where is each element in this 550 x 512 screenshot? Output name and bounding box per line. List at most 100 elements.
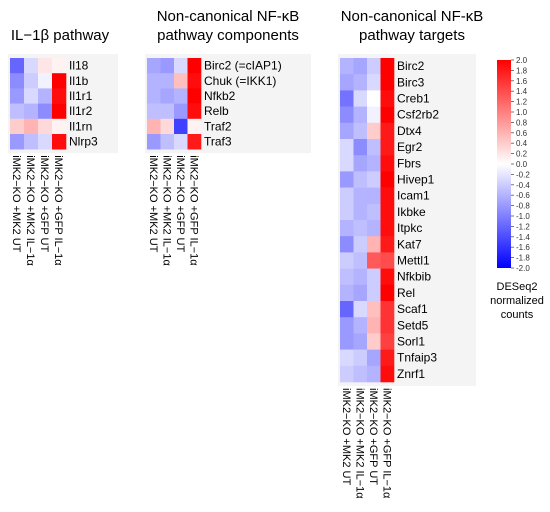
row-label: Ikbke xyxy=(397,205,426,219)
column-label: iMK2−KO +GFP UT xyxy=(174,155,186,252)
heatmap-cell xyxy=(367,171,381,188)
heatmap-cell xyxy=(52,58,67,74)
heatmap-cell xyxy=(340,268,354,286)
heatmap-cell xyxy=(10,88,25,104)
heatmap-cell xyxy=(340,301,354,318)
heatmap-cell xyxy=(353,90,368,107)
heatmap-cell xyxy=(380,268,395,286)
heatmap-cell xyxy=(340,90,354,107)
heatmap-cell xyxy=(353,58,368,75)
colorbar-tick-label: 1.0 xyxy=(516,108,528,117)
heatmap-cell xyxy=(380,301,395,318)
heatmap-cell xyxy=(367,155,381,172)
heatmap-cell xyxy=(187,118,202,135)
heatmap-panel-2: Non-canonical NF-κB pathway components Bir… xyxy=(145,8,311,266)
heatmap-cell xyxy=(380,155,395,172)
colorbar-tick-label: 1.4 xyxy=(516,87,528,96)
colorbar-tick-label: 1.2 xyxy=(516,98,528,107)
heatmap-cell xyxy=(187,88,202,104)
row-label: Il1r2 xyxy=(69,104,93,118)
heatmap-cell xyxy=(38,103,53,120)
row-label: Il1b xyxy=(69,74,89,88)
colorbar: 2.01.8 1.61.4 1.21.00.8 0.60.4 0.20.0-0.2 -0.… xyxy=(490,56,544,321)
heatmap-cell xyxy=(367,349,381,367)
heatmap-cell xyxy=(367,139,381,156)
heatmap-cell xyxy=(353,268,368,286)
row-label: Birc3 xyxy=(397,75,425,89)
heatmap-cell xyxy=(340,74,354,91)
heatmap-cell xyxy=(380,187,395,205)
colorbar-tick-label: 0.0 xyxy=(516,160,528,169)
heatmap-cell xyxy=(160,118,175,135)
heatmap-cell xyxy=(52,73,67,89)
colorbar-tick-label: -1.2 xyxy=(516,222,530,231)
colorbar-tick-label: -0.2 xyxy=(516,170,530,179)
heatmap-cell xyxy=(187,73,202,89)
heatmap-cell xyxy=(187,58,202,74)
heatmap-cell xyxy=(367,122,381,140)
heatmap-cell xyxy=(147,103,161,120)
heatmap-cell xyxy=(380,236,395,253)
heatmap-cell xyxy=(340,284,354,302)
row-label: Egr2 xyxy=(397,140,423,154)
heatmap-cell xyxy=(24,58,39,74)
heatmap-cell xyxy=(367,90,381,107)
heatmap-cell xyxy=(380,365,395,383)
heatmap-cell xyxy=(380,58,395,75)
column-label: iMK2−KO +GFP UT xyxy=(367,388,379,485)
heatmap-cell xyxy=(24,88,39,104)
row-label: Traf2 xyxy=(204,119,232,133)
heatmap-cell xyxy=(353,155,368,172)
row-label: Rel xyxy=(397,286,415,300)
row-label: Sorl1 xyxy=(397,335,425,349)
heatmap-cell xyxy=(38,134,53,150)
heatmap-cell xyxy=(38,88,53,104)
heatmap-cell xyxy=(367,268,381,286)
column-label: iMK2−KO +GFP UT xyxy=(38,155,50,252)
heatmap-cell xyxy=(380,252,395,269)
column-label: iMK2−KO +MK2 IL−1α xyxy=(24,155,36,266)
column-label: iMK2−KO +GFP IL−1α xyxy=(187,155,199,266)
heatmap-cell xyxy=(147,88,161,104)
row-label: Itpkc xyxy=(397,221,422,235)
heatmap-cell xyxy=(147,73,161,89)
heatmap-cell xyxy=(340,139,354,156)
row-label: Birc2 xyxy=(397,59,425,73)
heatmap-cell xyxy=(367,301,381,318)
heatmap-cell xyxy=(380,317,395,334)
heatmap-cell xyxy=(24,73,39,89)
heatmap-cell xyxy=(52,103,67,120)
heatmap-cell xyxy=(340,58,354,75)
heatmap-cell xyxy=(38,58,53,74)
row-label: Kat7 xyxy=(397,237,422,251)
row-label: Il1rn xyxy=(69,119,92,133)
heatmap-cell xyxy=(353,220,368,237)
colorbar-tick-label: 0.6 xyxy=(516,129,528,138)
heatmap-cell xyxy=(24,103,39,120)
heatmap-cell xyxy=(160,134,175,150)
heatmap-cell xyxy=(340,106,354,124)
row-label: Relb xyxy=(204,104,229,118)
heatmap-cell xyxy=(380,171,395,188)
heatmap-cell xyxy=(353,139,368,156)
column-label: iMK2−KO +MK2 UT xyxy=(10,155,22,252)
heatmap-cell xyxy=(340,333,354,350)
heatmap-cell xyxy=(380,349,395,367)
heatmap-cell xyxy=(353,365,368,383)
colorbar-tick-label: -1.4 xyxy=(516,233,530,242)
panel-title: Non-canonical NF-κB pathway components xyxy=(157,8,300,44)
heatmap-cell xyxy=(160,88,175,104)
heatmap-cell xyxy=(380,139,395,156)
heatmap-cell xyxy=(52,88,67,104)
column-label: iMK2−KO +MK2 IL−1α xyxy=(353,388,365,499)
heatmap-cell xyxy=(367,365,381,383)
heatmap-cell xyxy=(340,187,354,205)
heatmap-cell xyxy=(367,333,381,350)
colorbar-tick-label: -0.4 xyxy=(516,181,530,190)
row-label: Icam1 xyxy=(397,189,430,203)
column-label: iMK2−KO +GFP IL−1α xyxy=(380,388,392,499)
heatmap-cell xyxy=(160,73,175,89)
column-label: iMK2−KO +MK2 UT xyxy=(147,155,159,252)
row-label: Setd5 xyxy=(397,318,429,332)
